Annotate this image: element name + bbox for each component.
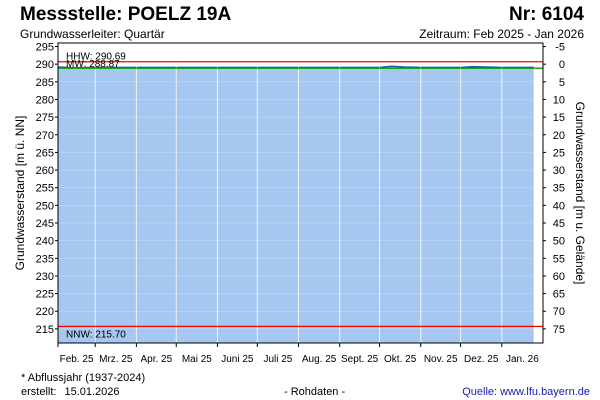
y-tick-label: 220 <box>36 306 54 318</box>
y-tick-label: 295 <box>36 42 54 54</box>
y-tick-label: 275 <box>36 112 54 124</box>
x-tick-label: Jan. 26 <box>506 354 539 365</box>
ref-label-0: HHW: 290.69 <box>66 52 126 63</box>
y-tick-label: 270 <box>36 130 54 142</box>
y-tick-label: 265 <box>36 147 54 159</box>
y-axis-label-left: Grundwasserstand [m ü. NN] <box>13 116 27 271</box>
y-tick-label: 280 <box>36 94 54 106</box>
x-tick-label: Juli 25 <box>263 354 292 365</box>
period-label: Zeitraum: Feb 2025 - Jan 2026 <box>419 27 584 41</box>
ref-label-1: MW: 288.87 <box>66 59 120 70</box>
created-label: erstellt: <box>21 386 57 398</box>
source-link[interactable]: Quelle: www.lfu.bayern.de <box>462 386 590 398</box>
y-tick-label: 255 <box>36 183 54 195</box>
y2-tick-label: 35 <box>553 183 565 195</box>
x-tick-label: Mrz. 25 <box>99 354 133 365</box>
y2-tick-label: 40 <box>553 200 565 212</box>
x-tick-label: Dez. 25 <box>464 354 499 365</box>
y2-tick-label: 10 <box>553 94 565 106</box>
y2-tick-label: 65 <box>553 289 565 301</box>
y-tick-label: 250 <box>36 200 54 212</box>
station-title: Messstelle: POELZ 19A <box>20 4 232 25</box>
y-tick-label: 245 <box>36 218 54 230</box>
series-area-0 <box>58 66 534 344</box>
y2-tick-label: 75 <box>553 324 565 336</box>
x-tick-label: Aug. 25 <box>302 354 337 365</box>
x-tick-label: Mai 25 <box>182 354 212 365</box>
plot-frame <box>57 42 544 344</box>
y-tick-label: 225 <box>36 289 54 301</box>
x-tick-label: Apr. 25 <box>140 354 172 365</box>
x-tick-label: Sept. 25 <box>341 354 379 365</box>
raw-data-note: - Rohdaten - <box>284 386 346 398</box>
y2-tick-label: 5 <box>559 77 565 89</box>
station-number: Nr: 6104 <box>509 4 584 25</box>
created-info: erstellt: 15.01.2026 <box>21 386 120 398</box>
aquifer-label: Grundwasserleiter: Quartär <box>20 27 165 41</box>
y-tick-label: 240 <box>36 236 54 248</box>
y-axis-label-right: Grundwasserstand [m u. Gelände] <box>573 102 587 285</box>
y2-tick-label: 15 <box>553 112 565 124</box>
ref-label-2: NNW: 215.70 <box>66 329 126 340</box>
y-tick-label: 230 <box>36 271 54 283</box>
y2-tick-label: 70 <box>553 306 565 318</box>
y2-tick-label: 0 <box>559 59 565 71</box>
x-tick-label: Nov. 25 <box>424 354 458 365</box>
y-tick-label: 235 <box>36 253 54 265</box>
x-tick-label: Feb. 25 <box>60 354 94 365</box>
y-tick-label: 215 <box>36 324 54 336</box>
y2-tick-label: 30 <box>553 165 565 177</box>
footnote: * Abflussjahr (1937-2024) <box>21 372 146 384</box>
x-tick-label: Okt. 25 <box>384 354 417 365</box>
y-tick-label: 260 <box>36 165 54 177</box>
y2-tick-label: -5 <box>555 42 565 54</box>
y-tick-label: 285 <box>36 77 54 89</box>
y2-tick-label: 60 <box>553 271 565 283</box>
created-date: 15.01.2026 <box>64 386 120 398</box>
y2-tick-label: 20 <box>553 130 565 142</box>
y2-tick-label: 45 <box>553 218 565 230</box>
y-tick-label: 290 <box>36 59 54 71</box>
y2-tick-label: 50 <box>553 236 565 248</box>
y2-tick-label: 55 <box>553 253 565 265</box>
y2-tick-label: 25 <box>553 147 565 159</box>
x-tick-label: Juni 25 <box>221 354 254 365</box>
